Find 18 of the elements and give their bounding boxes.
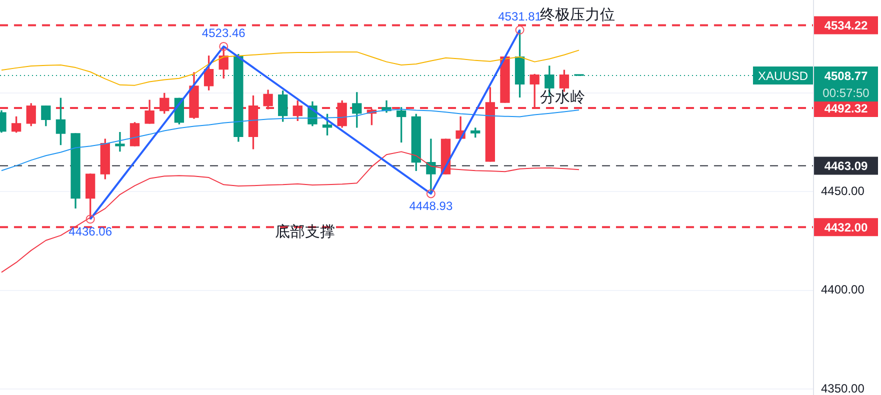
annotation: XAUUSD <box>758 68 808 83</box>
annotation: 底部支撑 <box>275 223 335 240</box>
annotation: 分水岭 <box>540 89 585 106</box>
ref-line-label: 4492.32 <box>824 101 868 116</box>
data-label: 4448.93 <box>409 199 453 213</box>
ref-line-label: 4534.22 <box>824 18 868 33</box>
ref-line-label: 4463.09 <box>824 159 868 174</box>
ref-line-label: 4508.77 <box>824 68 868 83</box>
ref-line-label: 4432.00 <box>824 220 868 234</box>
annotation: 终极压力位 <box>540 6 615 24</box>
candlestick <box>115 132 125 152</box>
text: 00:57:50 <box>822 86 870 100</box>
data-label: 4523.46 <box>202 26 246 40</box>
data-label: 4436.06 <box>68 224 112 238</box>
y-tick-label: 4400.00 <box>821 282 865 297</box>
data-label: 4531.81 <box>498 9 542 24</box>
y-tick-label: 4350.00 <box>821 381 865 395</box>
y-tick-label: 4450.00 <box>821 184 865 198</box>
